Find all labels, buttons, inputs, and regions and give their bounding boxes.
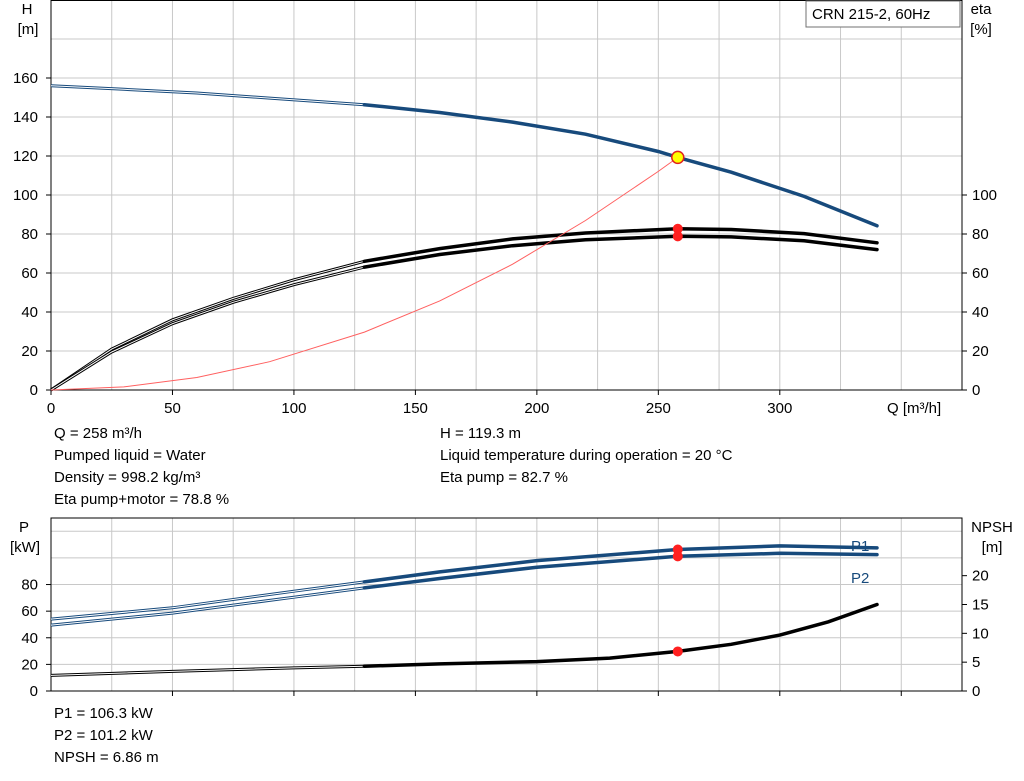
y-left-tick-label: 120	[13, 148, 38, 165]
curve-P2-extended-core	[50, 587, 365, 626]
y-right-tick-label: 100	[972, 187, 997, 204]
curve-P2-extended	[50, 586, 365, 627]
info-liquid-temperature: Liquid temperature during operation = 20…	[440, 447, 733, 464]
info-left-panel: Q = 258 m³/h Pumped liquid = Water Densi…	[54, 423, 229, 511]
x-tick-label: 250	[646, 400, 671, 417]
y-left-axis-label: H	[22, 1, 33, 18]
info-eta-pump-motor: Eta pump+motor = 78.8 %	[54, 491, 230, 508]
y-left-tick-label: 40	[21, 630, 38, 647]
curve-eta_pump-extended-core	[50, 260, 365, 391]
y-left-tick-label: 0	[30, 382, 38, 399]
curve-eta_pump	[362, 226, 879, 264]
info-eta-pump: Eta pump = 82.7 %	[440, 469, 568, 486]
y-right-tick-label: 20	[972, 568, 989, 585]
x-tick-label: 150	[403, 400, 428, 417]
info-right-panel: H = 119.3 m Liquid temperature during op…	[440, 423, 732, 489]
curve-P1-extended	[50, 580, 365, 621]
y-left-tick-label: 80	[21, 226, 38, 243]
y-left-tick-label: 100	[13, 187, 38, 204]
y-right-axis-label: eta	[971, 1, 993, 18]
marker-eta-pump	[672, 223, 683, 234]
y-right-tick-label: 10	[972, 625, 989, 642]
curve-eta_pump_motor-extended	[50, 265, 365, 392]
y-left-tick-label: 80	[21, 577, 38, 594]
y-right-tick-label: 40	[972, 304, 989, 321]
marker-p2	[672, 551, 683, 562]
y-right-tick-label: 15	[972, 597, 989, 614]
y-right-tick-label: 5	[972, 654, 980, 671]
x-tick-label: 200	[524, 400, 549, 417]
info-flow: Q = 258 m³/h	[54, 425, 142, 442]
curve-eta_pump_motor	[362, 234, 879, 269]
legend-box	[805, 0, 961, 28]
y-left-tick-label: 140	[13, 109, 38, 126]
y-left-tick-label: 160	[13, 70, 38, 87]
info-p2: P2 = 101.2 kW	[54, 727, 153, 744]
series-label-p2: P2	[851, 570, 869, 587]
x-tick-label: 300	[767, 400, 792, 417]
info-density: Density = 998.2 kg/m³	[54, 469, 201, 486]
info-pumped-liquid: Pumped liquid = Water	[54, 447, 206, 464]
y-left-tick-label: 60	[21, 265, 38, 282]
curve-P2	[362, 551, 879, 590]
y-left-axis-unit: [kW]	[10, 539, 40, 556]
y-right-tick-label: 80	[972, 226, 989, 243]
y-right-tick-label: 0	[972, 382, 980, 399]
x-axis-label: Q [m³/h]	[887, 400, 941, 417]
y-right-axis-unit: [%]	[970, 21, 992, 38]
x-tick-label: 0	[47, 400, 55, 417]
curve-P1-extended-core	[50, 581, 365, 620]
marker-eta-pump-motor	[672, 231, 683, 242]
y-right-axis-label: NPSH	[971, 519, 1013, 536]
y-left-axis-unit: [m]	[18, 21, 39, 38]
y-right-axis-unit: [m]	[982, 539, 1003, 556]
curve-eta_pump_motor-extended-core	[50, 266, 365, 391]
curve-H	[362, 102, 879, 228]
info-power-panel: P1 = 106.3 kW P2 = 101.2 kW NPSH = 6.86 …	[54, 703, 159, 769]
x-tick-label: 100	[281, 400, 306, 417]
y-right-tick-label: 60	[972, 265, 989, 282]
y-left-tick-label: 0	[30, 683, 38, 700]
y-left-tick-label: 20	[21, 656, 38, 673]
curve-system	[50, 156, 679, 391]
x-tick-label: 50	[164, 400, 181, 417]
info-npsh: NPSH = 6.86 m	[54, 749, 159, 766]
info-head: H = 119.3 m	[440, 425, 522, 442]
curve-NPSH	[362, 602, 879, 668]
y-left-tick-label: 20	[21, 343, 38, 360]
series-label-p1: P1	[851, 538, 869, 555]
curve-eta_pump-extended	[50, 259, 365, 392]
info-p1: P1 = 106.3 kW	[54, 705, 153, 722]
y-right-tick-label: 20	[972, 343, 989, 360]
marker-npsh	[672, 646, 683, 657]
curve-H-extended-core	[50, 85, 365, 106]
y-left-tick-label: 40	[21, 304, 38, 321]
y-left-tick-label: 60	[21, 603, 38, 620]
curve-P1	[362, 544, 879, 584]
legend-box-text: CRN 215-2, 60Hz	[812, 6, 930, 23]
curve-NPSH-extended-core	[50, 665, 365, 676]
y-right-tick-label: 0	[972, 683, 980, 700]
y-left-axis-label: P	[19, 519, 29, 536]
marker-duty-point	[671, 150, 685, 165]
